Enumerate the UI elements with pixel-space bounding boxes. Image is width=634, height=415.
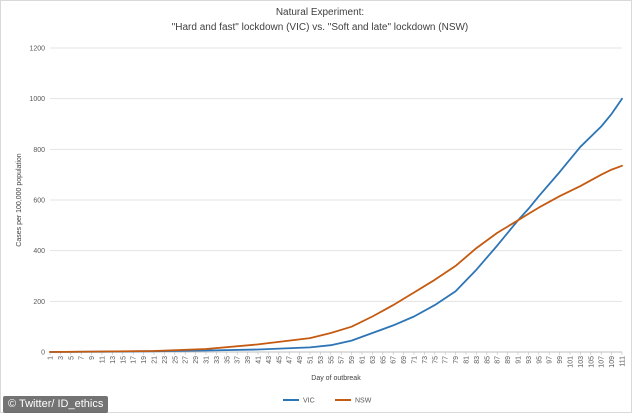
legend-label-vic: VIC xyxy=(303,398,315,405)
x-tick-label: 105 xyxy=(588,356,595,368)
x-tick-label: 55 xyxy=(328,356,335,364)
x-tick-label: 37 xyxy=(235,356,242,364)
x-tick-label: 13 xyxy=(110,356,117,364)
x-tick-label: 35 xyxy=(224,356,231,364)
x-tick-label: 89 xyxy=(505,356,512,364)
x-tick-label: 59 xyxy=(349,356,356,364)
watermark: © Twitter/ ID_ethics xyxy=(3,396,109,413)
x-tick-label: 97 xyxy=(547,356,554,364)
x-tick-label: 81 xyxy=(464,356,471,364)
x-tick-label: 75 xyxy=(432,356,439,364)
series-lines xyxy=(49,97,623,353)
y-tick-label: 1000 xyxy=(29,96,45,103)
x-tick-label: 47 xyxy=(287,356,294,364)
y-tick-label: 800 xyxy=(33,147,45,154)
x-tick-label: 53 xyxy=(318,356,325,364)
y-tick-label: 200 xyxy=(33,299,45,306)
x-tick-label: 57 xyxy=(339,356,346,364)
y-tick-label: 0 xyxy=(41,350,45,357)
x-tick-label: 5 xyxy=(68,356,75,360)
legend-label-nsw: NSW xyxy=(355,398,372,405)
x-tick-label: 91 xyxy=(516,356,523,364)
x-axis-label: Day of outbreak xyxy=(311,375,361,382)
x-tick-label: 109 xyxy=(609,356,616,368)
x-tick-label: 1 xyxy=(48,356,55,360)
x-tick-label: 93 xyxy=(526,356,533,364)
x-tick-label: 15 xyxy=(120,356,127,364)
x-tick-label: 79 xyxy=(453,356,460,364)
legend: VIC NSW xyxy=(283,398,372,405)
x-tick-label: 29 xyxy=(193,356,200,364)
x-tick-label: 111 xyxy=(620,356,627,367)
y-tick-label: 1200 xyxy=(29,46,45,53)
x-tick-label: 21 xyxy=(152,356,159,364)
x-tick-label: 9 xyxy=(89,356,96,360)
x-tick-label: 33 xyxy=(214,356,221,364)
x-tick-label: 3 xyxy=(58,356,65,360)
x-tick-label: 17 xyxy=(131,356,138,364)
x-tick-label: 101 xyxy=(568,356,575,368)
x-tick-label: 31 xyxy=(204,356,211,364)
x-tick-label: 51 xyxy=(308,356,315,364)
x-tick-label: 77 xyxy=(443,356,450,364)
y-tick-label: 400 xyxy=(33,248,45,255)
x-tick-label: 69 xyxy=(401,356,408,364)
x-tick-label: 83 xyxy=(474,356,481,364)
x-tick-label: 19 xyxy=(141,356,148,364)
chart-title: Natural Experiment: xyxy=(276,7,364,18)
x-tick-label: 39 xyxy=(245,356,252,364)
x-tick-label: 41 xyxy=(256,356,263,364)
x-tick-label: 73 xyxy=(422,356,429,364)
x-tick-label: 63 xyxy=(370,356,377,364)
y-axis-label: Cases per 100,000 population xyxy=(16,153,23,247)
x-tick-label: 43 xyxy=(266,356,273,364)
x-tick-label: 61 xyxy=(360,356,367,364)
x-tick-label: 49 xyxy=(297,356,304,364)
chart-subtitle: "Hard and fast" lockdown (VIC) vs. "Soft… xyxy=(172,22,469,33)
x-tick-label: 11 xyxy=(100,356,107,363)
x-tick-label: 87 xyxy=(495,356,502,364)
x-tick-label: 103 xyxy=(578,356,585,368)
x-tick-label: 85 xyxy=(484,356,491,364)
x-tick-label: 95 xyxy=(536,356,543,364)
x-axis-ticks: 1 3 5 7 9 11 13 15 17 19 21 23 25 27 29 31 33 35 37 39 41 43 4… xyxy=(48,352,627,368)
x-tick-label: 65 xyxy=(380,356,387,364)
series-line-vic xyxy=(49,97,623,353)
x-tick-label: 7 xyxy=(79,356,86,360)
gridlines xyxy=(50,47,622,353)
x-tick-label: 25 xyxy=(172,356,179,364)
x-tick-label: 67 xyxy=(391,356,398,364)
x-tick-label: 23 xyxy=(162,356,169,364)
x-tick-label: 27 xyxy=(183,356,190,364)
x-tick-label: 99 xyxy=(557,356,564,364)
series-line-nsw xyxy=(49,164,623,353)
x-tick-label: 71 xyxy=(412,356,419,364)
y-tick-label: 600 xyxy=(33,198,45,205)
x-tick-label: 107 xyxy=(599,356,606,368)
y-axis-ticks: 0 200 400 600 800 1000 1200 xyxy=(29,46,45,357)
x-tick-label: 45 xyxy=(276,356,283,364)
